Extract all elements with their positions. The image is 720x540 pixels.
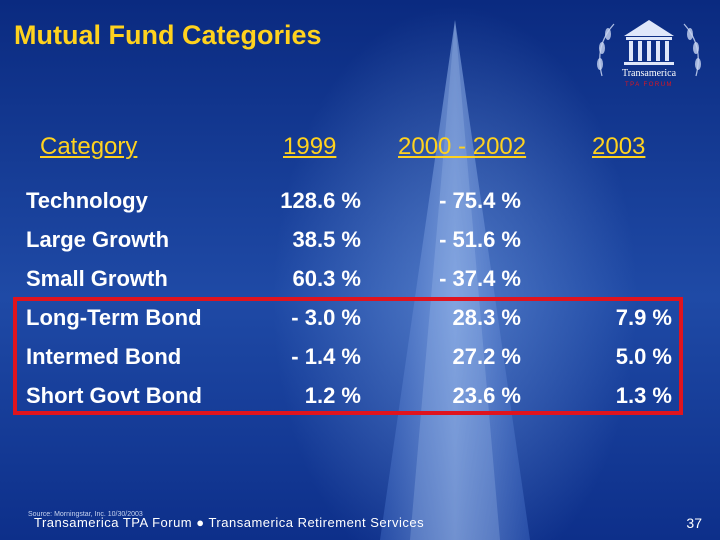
table-row: Small Growth 60.3 % - 37.4 %	[0, 266, 720, 305]
table-row: Large Growth 38.5 % - 51.6 %	[0, 227, 720, 266]
value-2003-cell: 1.3 %	[615, 383, 672, 408]
value-2000-2002-cell: 27.2 %	[452, 344, 522, 369]
value-1999-cell: - 3.0 %	[291, 305, 361, 330]
slide-footer: Source: Morningstar, Inc. 10/30/2003 Tra…	[0, 510, 720, 540]
header-1999: 1999	[283, 133, 337, 160]
footer-text: Transamerica TPA Forum ● Transamerica Re…	[34, 515, 425, 530]
transamerica-logo: Transamerica TPA FORUM	[597, 20, 701, 88]
value-2000-2002-cell: 28.3 %	[452, 305, 522, 330]
table-row: Long-Term Bond - 3.0 % 28.3 % 7.9 %	[0, 305, 720, 344]
value-2003-cell: 7.9 %	[615, 305, 672, 330]
value-2000-2002-cell: - 51.6 %	[439, 227, 521, 252]
slide-title: Mutual Fund Categories	[14, 20, 322, 50]
value-2003-cell: 5.0 %	[615, 344, 672, 369]
header-2000-2002: 2000 - 2002	[398, 133, 527, 160]
svg-text:Transamerica: Transamerica	[622, 68, 677, 79]
value-2000-2002-cell: - 75.4 %	[439, 188, 521, 213]
source-note: Source: Morningstar, Inc. 10/30/2003	[28, 511, 143, 518]
table-row: Intermed Bond - 1.4 % 27.2 % 5.0 %	[0, 344, 720, 383]
category-cell: Short Govt Bond	[26, 383, 202, 408]
value-2000-2002-cell: - 37.4 %	[439, 266, 521, 291]
table-row: Technology 128.6 % - 75.4 %	[0, 188, 720, 227]
page-number: 37	[686, 515, 702, 531]
value-1999-cell: 128.6 %	[280, 188, 361, 213]
header-category: Category	[40, 133, 138, 160]
svg-text:TPA FORUM: TPA FORUM	[625, 82, 673, 88]
category-cell: Small Growth	[26, 266, 168, 291]
value-1999-cell: 1.2 %	[304, 383, 361, 408]
category-cell: Technology	[26, 188, 148, 213]
value-1999-cell: 38.5 %	[292, 227, 362, 252]
category-cell: Intermed Bond	[26, 344, 182, 369]
bond-rows-highlight-box	[13, 297, 683, 415]
header-2003: 2003	[592, 133, 646, 160]
table-row: Short Govt Bond 1.2 % 23.6 % 1.3 %	[0, 383, 720, 422]
category-cell: Large Growth	[26, 227, 170, 252]
category-cell: Long-Term Bond	[26, 305, 202, 330]
value-1999-cell: 60.3 %	[292, 266, 362, 291]
value-1999-cell: - 1.4 %	[291, 344, 361, 369]
value-2000-2002-cell: 23.6 %	[452, 383, 522, 408]
